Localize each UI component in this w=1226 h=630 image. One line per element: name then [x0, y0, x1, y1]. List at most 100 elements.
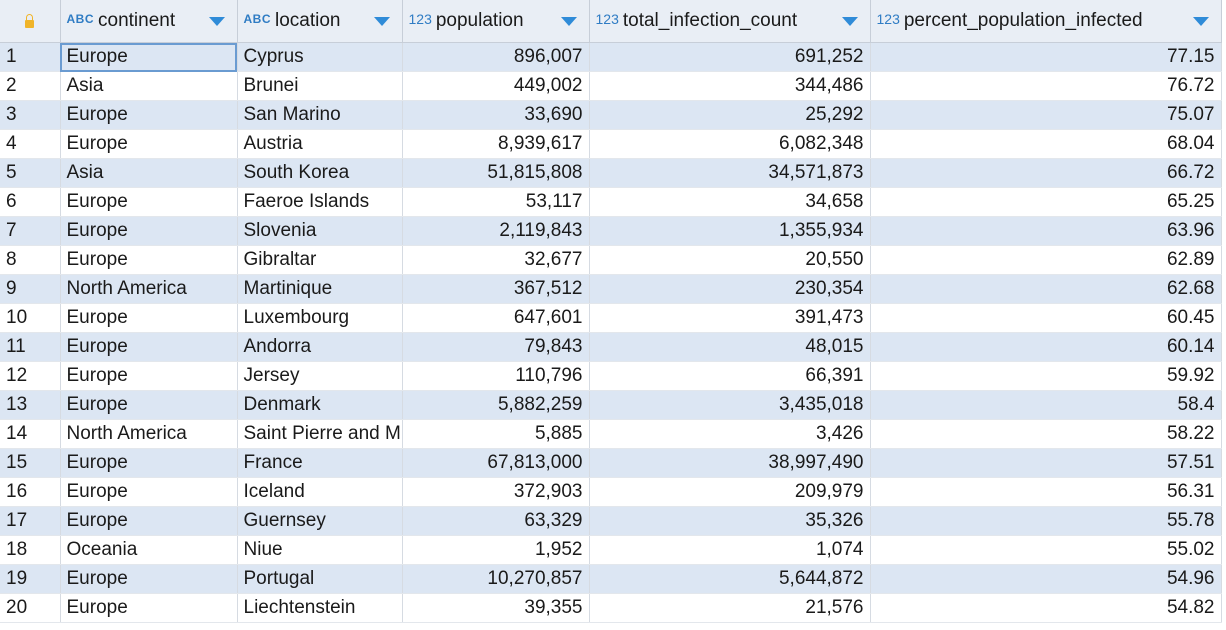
cell-population[interactable]: 5,885 [402, 419, 590, 449]
cell-percent-population-infected[interactable]: 59.92 [870, 361, 1222, 391]
cell-total-infection-count[interactable]: 20,550 [589, 245, 871, 275]
cell-location[interactable]: Andorra [237, 332, 403, 362]
table-row[interactable]: 17 Europe Guernsey 63,329 35,326 55.78 [0, 506, 1222, 536]
cell-population[interactable]: 51,815,808 [402, 158, 590, 188]
cell-location[interactable]: Gibraltar [237, 245, 403, 275]
table-row[interactable]: 5 Asia South Korea 51,815,808 34,571,873 66.7… [0, 158, 1222, 188]
column-header-total-infection-count[interactable]: 123 total_infection_count [589, 0, 871, 43]
cell-total-infection-count[interactable]: 1,355,934 [589, 216, 871, 246]
table-row[interactable]: 6 Europe Faeroe Islands 53,117 34,658 65.25 [0, 187, 1222, 217]
row-number[interactable]: 3 [0, 100, 61, 130]
table-row[interactable]: 12 Europe Jersey 110,796 66,391 59.92 [0, 361, 1222, 391]
row-number[interactable]: 17 [0, 506, 61, 536]
row-number[interactable]: 12 [0, 361, 61, 391]
cell-location[interactable]: Austria [237, 129, 403, 159]
cell-total-infection-count[interactable]: 25,292 [589, 100, 871, 130]
cell-population[interactable]: 63,329 [402, 506, 590, 536]
cell-continent[interactable]: North America [60, 274, 238, 304]
cell-total-infection-count[interactable]: 230,354 [589, 274, 871, 304]
cell-percent-population-infected[interactable]: 63.96 [870, 216, 1222, 246]
cell-continent[interactable]: North America [60, 419, 238, 449]
cell-population[interactable]: 8,939,617 [402, 129, 590, 159]
cell-population[interactable]: 32,677 [402, 245, 590, 275]
cell-population[interactable]: 10,270,857 [402, 564, 590, 594]
table-row[interactable]: 16 Europe Iceland 372,903 209,979 56.31 [0, 477, 1222, 507]
cell-continent[interactable]: Europe [60, 129, 238, 159]
sort-dropdown-icon[interactable] [1192, 17, 1209, 26]
cell-location[interactable]: Iceland [237, 477, 403, 507]
table-row[interactable]: 10 Europe Luxembourg 647,601 391,473 60.45 [0, 303, 1222, 333]
cell-population[interactable]: 39,355 [402, 593, 590, 623]
cell-population[interactable]: 647,601 [402, 303, 590, 333]
cell-location[interactable]: France [237, 448, 403, 478]
cell-location[interactable]: Martinique [237, 274, 403, 304]
cell-continent[interactable]: Europe [60, 42, 238, 72]
cell-continent[interactable]: Europe [60, 187, 238, 217]
row-number[interactable]: 9 [0, 274, 61, 304]
cell-total-infection-count[interactable]: 35,326 [589, 506, 871, 536]
row-number[interactable]: 14 [0, 419, 61, 449]
cell-population[interactable]: 1,952 [402, 535, 590, 565]
cell-location[interactable]: Jersey [237, 361, 403, 391]
cell-percent-population-infected[interactable]: 55.78 [870, 506, 1222, 536]
cell-continent[interactable]: Europe [60, 100, 238, 130]
cell-location[interactable]: Faeroe Islands [237, 187, 403, 217]
table-row[interactable]: 13 Europe Denmark 5,882,259 3,435,018 58.4 [0, 390, 1222, 420]
cell-percent-population-infected[interactable]: 62.68 [870, 274, 1222, 304]
row-number[interactable]: 10 [0, 303, 61, 333]
cell-continent[interactable]: Oceania [60, 535, 238, 565]
cell-total-infection-count[interactable]: 38,997,490 [589, 448, 871, 478]
cell-percent-population-infected[interactable]: 65.25 [870, 187, 1222, 217]
cell-continent[interactable]: Europe [60, 593, 238, 623]
cell-population[interactable]: 372,903 [402, 477, 590, 507]
table-row[interactable]: 19 Europe Portugal 10,270,857 5,644,872 54.96 [0, 564, 1222, 594]
cell-population[interactable]: 2,119,843 [402, 216, 590, 246]
cell-total-infection-count[interactable]: 5,644,872 [589, 564, 871, 594]
cell-total-infection-count[interactable]: 691,252 [589, 42, 871, 72]
cell-total-infection-count[interactable]: 66,391 [589, 361, 871, 391]
cell-location[interactable]: Portugal [237, 564, 403, 594]
column-header-continent[interactable]: ABC continent [60, 0, 238, 43]
cell-total-infection-count[interactable]: 48,015 [589, 332, 871, 362]
cell-total-infection-count[interactable]: 34,571,873 [589, 158, 871, 188]
cell-percent-population-infected[interactable]: 77.15 [870, 42, 1222, 72]
row-number[interactable]: 16 [0, 477, 61, 507]
cell-continent[interactable]: Europe [60, 216, 238, 246]
cell-percent-population-infected[interactable]: 76.72 [870, 71, 1222, 101]
column-header-location[interactable]: ABC location [237, 0, 403, 43]
table-row[interactable]: 14 North America Saint Pierre and M 5,885 3,… [0, 419, 1222, 449]
cell-population[interactable]: 110,796 [402, 361, 590, 391]
cell-total-infection-count[interactable]: 391,473 [589, 303, 871, 333]
table-row[interactable]: 11 Europe Andorra 79,843 48,015 60.14 [0, 332, 1222, 362]
cell-total-infection-count[interactable]: 6,082,348 [589, 129, 871, 159]
cell-total-infection-count[interactable]: 3,426 [589, 419, 871, 449]
cell-continent[interactable]: Europe [60, 448, 238, 478]
cell-continent[interactable]: Europe [60, 361, 238, 391]
cell-location[interactable]: Guernsey [237, 506, 403, 536]
cell-location[interactable]: San Marino [237, 100, 403, 130]
cell-location[interactable]: Saint Pierre and M [237, 419, 403, 449]
cell-population[interactable]: 67,813,000 [402, 448, 590, 478]
cell-location[interactable]: Liechtenstein [237, 593, 403, 623]
cell-percent-population-infected[interactable]: 75.07 [870, 100, 1222, 130]
row-number[interactable]: 19 [0, 564, 61, 594]
table-row[interactable]: 7 Europe Slovenia 2,119,843 1,355,934 63.96 [0, 216, 1222, 246]
sort-dropdown-icon[interactable] [373, 17, 390, 26]
cell-population[interactable]: 53,117 [402, 187, 590, 217]
cell-population[interactable]: 367,512 [402, 274, 590, 304]
column-header-population[interactable]: 123 population [402, 0, 590, 43]
table-row[interactable]: 3 Europe San Marino 33,690 25,292 75.07 [0, 100, 1222, 130]
sort-dropdown-icon[interactable] [208, 17, 225, 26]
cell-percent-population-infected[interactable]: 58.22 [870, 419, 1222, 449]
cell-location[interactable]: Denmark [237, 390, 403, 420]
sort-dropdown-icon[interactable] [560, 17, 577, 26]
cell-percent-population-infected[interactable]: 62.89 [870, 245, 1222, 275]
cell-continent[interactable]: Europe [60, 303, 238, 333]
cell-location[interactable]: South Korea [237, 158, 403, 188]
table-row[interactable]: 9 North America Martinique 367,512 230,354 62… [0, 274, 1222, 304]
cell-percent-population-infected[interactable]: 54.96 [870, 564, 1222, 594]
cell-population[interactable]: 896,007 [402, 42, 590, 72]
cell-percent-population-infected[interactable]: 68.04 [870, 129, 1222, 159]
row-number[interactable]: 18 [0, 535, 61, 565]
column-header-percent-population-infected[interactable]: 123 percent_population_infected [870, 0, 1222, 43]
